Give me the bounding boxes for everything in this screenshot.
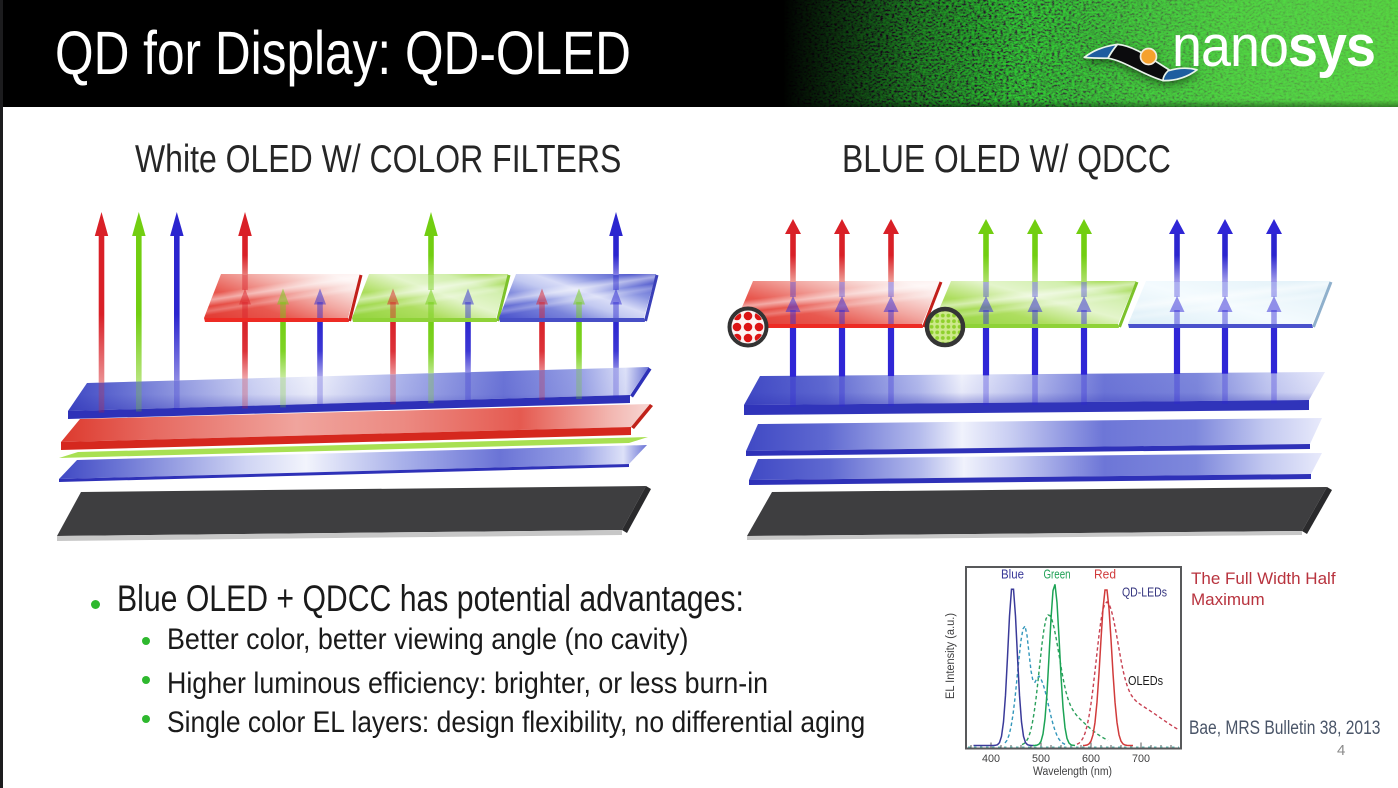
svg-text:Blue: Blue [1001, 567, 1024, 582]
svg-text:Red: Red [1094, 567, 1116, 582]
svg-text:600: 600 [1082, 753, 1100, 765]
svg-text:Wavelength (nm): Wavelength (nm) [1033, 766, 1112, 778]
svg-text:EL Intensity (a.u.): EL Intensity (a.u.) [945, 613, 957, 699]
svg-text:Green: Green [1044, 567, 1071, 582]
svg-text:500: 500 [1032, 753, 1050, 765]
svg-text:OLEDs: OLEDs [1128, 673, 1163, 688]
svg-text:400: 400 [982, 753, 1000, 765]
svg-text:700: 700 [1132, 753, 1150, 765]
svg-text:QD-LEDs: QD-LEDs [1122, 585, 1167, 600]
